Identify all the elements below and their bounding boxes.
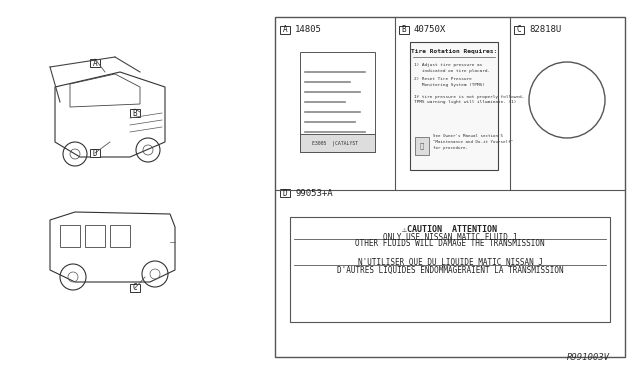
Text: B: B bbox=[132, 109, 138, 118]
Text: N'UTILISER QUE DU LIQUIDE MATIC NISSAN J: N'UTILISER QUE DU LIQUIDE MATIC NISSAN J bbox=[358, 257, 543, 266]
Text: for procedure.: for procedure. bbox=[433, 146, 468, 150]
Text: indicated on tire placard.: indicated on tire placard. bbox=[414, 69, 490, 73]
Text: B: B bbox=[402, 26, 406, 35]
Text: OTHER FLUIDS WILL DAMAGE THE TRANSMISSION: OTHER FLUIDS WILL DAMAGE THE TRANSMISSIO… bbox=[355, 240, 545, 248]
Bar bbox=[410, 42, 498, 170]
Text: D: D bbox=[93, 148, 97, 157]
Bar bbox=[130, 284, 140, 292]
Text: Tire Rotation Requires:: Tire Rotation Requires: bbox=[411, 49, 497, 55]
Text: 40750X: 40750X bbox=[414, 26, 446, 35]
Bar bbox=[110, 225, 130, 247]
Text: "Maintenance and Do-it Yourself": "Maintenance and Do-it Yourself" bbox=[433, 140, 513, 144]
Text: See Owner's Manual section 5: See Owner's Manual section 5 bbox=[433, 134, 503, 138]
Text: Monitoring System (TPMS): Monitoring System (TPMS) bbox=[414, 83, 485, 87]
Text: D: D bbox=[283, 189, 287, 198]
Bar bbox=[514, 26, 524, 34]
Bar bbox=[90, 59, 100, 67]
Text: 1) Adjust tire pressure as: 1) Adjust tire pressure as bbox=[414, 63, 483, 67]
Text: A: A bbox=[283, 26, 287, 35]
Text: 14805: 14805 bbox=[295, 26, 322, 35]
Text: D'AUTRES LIQUIDES ENDOMMAGERAIENT LA TRANSMISSION: D'AUTRES LIQUIDES ENDOMMAGERAIENT LA TRA… bbox=[337, 266, 563, 275]
Bar bbox=[130, 109, 140, 117]
Bar bbox=[415, 137, 429, 155]
Text: 99053+A: 99053+A bbox=[295, 189, 333, 198]
Bar bbox=[300, 52, 375, 152]
Bar bbox=[280, 189, 290, 197]
Bar bbox=[85, 225, 105, 247]
Text: C: C bbox=[516, 26, 522, 35]
Bar bbox=[60, 225, 80, 247]
Text: ONLY USE NISSAN MATIC FLUID J: ONLY USE NISSAN MATIC FLUID J bbox=[383, 232, 517, 241]
Bar bbox=[300, 134, 375, 152]
Text: TPMS warning light will illuminate. (1): TPMS warning light will illuminate. (1) bbox=[414, 100, 516, 104]
Text: 82818U: 82818U bbox=[529, 26, 561, 35]
Bar bbox=[399, 26, 409, 34]
Text: If tire pressure is not properly followed,: If tire pressure is not properly followe… bbox=[414, 95, 524, 99]
Text: A: A bbox=[93, 58, 97, 67]
Text: 🔒: 🔒 bbox=[420, 143, 424, 149]
Bar bbox=[280, 26, 290, 34]
Text: C: C bbox=[132, 283, 138, 292]
Text: E3005  |CATALYST: E3005 |CATALYST bbox=[312, 140, 358, 146]
Text: R991003V: R991003V bbox=[567, 353, 610, 362]
Bar bbox=[290, 217, 610, 322]
Text: ⚠CAUTION  ATTENTION: ⚠CAUTION ATTENTION bbox=[403, 224, 497, 234]
Bar bbox=[90, 149, 100, 157]
Bar bbox=[275, 17, 625, 357]
Text: 2) Reset Tire Pressure: 2) Reset Tire Pressure bbox=[414, 77, 472, 81]
